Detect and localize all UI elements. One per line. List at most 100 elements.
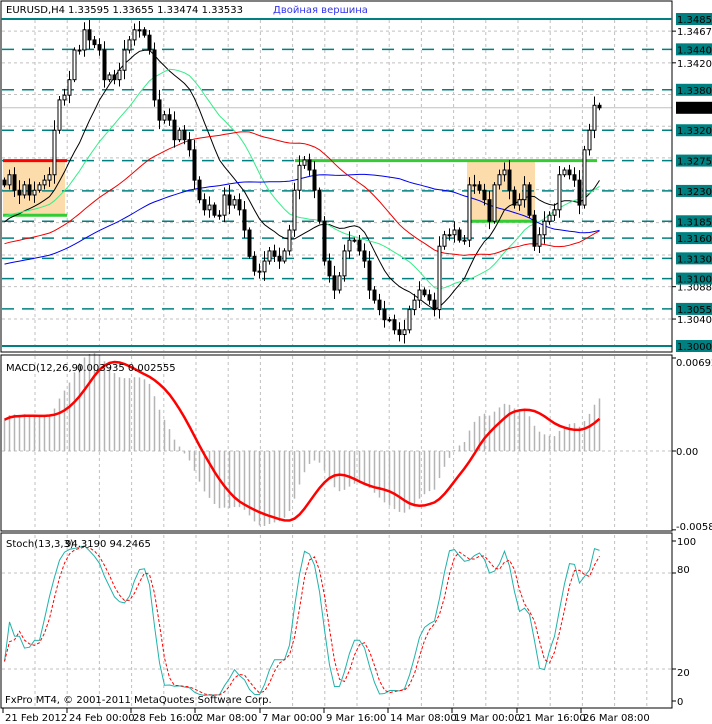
level-price-label: 1.31000 [677,275,712,286]
candle-body [437,245,442,311]
candle-body [532,214,537,247]
candle-body [382,309,387,321]
candle-body [377,299,382,311]
candle-body [417,289,422,301]
time-tick-label: 19 Mar 00:00 [454,713,521,724]
candle-body [102,49,107,81]
candle-body [217,214,222,217]
candle-body [87,29,92,41]
candle-body [97,44,102,51]
level-price-box [676,340,712,352]
axes: 1.34670 1.34200 1.30880 1.30400 1.34850 1.344… [2,13,712,724]
candle-body [242,209,247,231]
level-price-label: 1.33200 [677,126,712,137]
candle-body [597,104,602,109]
candle-body [567,169,572,176]
candle-body [587,129,592,151]
candle-body [457,229,462,241]
stoch-title: Stoch(13,3,3) [6,539,74,550]
time-tick-label: 28 Feb 16:00 [133,713,199,724]
candle-body [42,179,47,186]
level-price-box [676,232,712,245]
candle-body [542,220,547,236]
candle-body [397,329,402,336]
price-tick-label: 1.30880 [677,283,712,294]
candle-body [162,114,167,121]
candle-body [247,229,252,257]
time-tick-label: 14 Mar 08:00 [390,713,457,724]
level-price-box [676,83,712,96]
candlesticks [2,19,602,344]
candle-body [172,119,177,141]
time-tick-label: 9 Mar 16:00 [326,713,386,724]
level-price-box [676,215,712,228]
macd-panel [3,353,601,526]
panel-frame [0,0,673,353]
copyright-label: FxPro MT4, © 2001-2011 MetaQuotes Softwa… [5,695,272,706]
candle-body [507,169,512,191]
time-tick-label: 21 Mar 16:00 [519,713,586,724]
moving-averages [4,49,600,311]
candle-body [277,255,282,262]
candle-body [177,129,182,141]
candle-body [332,275,337,291]
candle-body [27,184,32,196]
candle-body [117,69,122,81]
candle-body [347,239,352,252]
grid-lines [2,20,672,707]
candle-body [447,234,452,237]
level-price-label: 1.34400 [677,45,712,56]
candle-body [557,174,562,211]
moving-average-line [4,131,600,256]
candle-body [212,204,217,216]
price-tick-label: 1.34670 [677,27,712,38]
candle-body [367,260,372,291]
candle-body [257,270,262,273]
candle-body [32,189,37,196]
candle-body [502,169,507,176]
candle-body [547,214,552,222]
time-tick-label: 26 Mar 08:00 [583,713,650,724]
level-price-label: 1.31300 [677,254,712,265]
candle-body [262,260,267,273]
candle-body [317,189,322,222]
candle-body [512,189,517,206]
level-price-box [676,302,712,315]
candle-body [337,275,342,291]
current-price-label: 1.33533 [677,104,712,115]
pattern-label: Двойная вершина [273,5,368,16]
panel-frames [0,0,673,709]
level-price-box [676,272,712,285]
price-tick-label: 1.34200 [677,59,712,70]
candle-body [492,184,497,222]
price-tick-label: 1.30400 [677,315,712,326]
moving-average-line [4,173,600,265]
candle-body [562,169,567,176]
candle-body [92,39,97,46]
candle-body [222,194,227,216]
candle-body [167,114,172,121]
candle-body [582,149,587,206]
candle-body [142,29,147,36]
candle-body [322,220,327,262]
candle-body [327,260,332,277]
candle-body [62,94,67,101]
candle-body [272,250,277,257]
level-price-label: 1.33800 [677,86,712,97]
macd-values: 0.003935 0.002555 [77,363,176,374]
candle-body [402,329,407,336]
candle-body [227,194,232,206]
candle-body [362,250,367,262]
candle-body [37,184,42,191]
candle-body [482,189,487,201]
candle-body [497,174,502,186]
level-price-label: 1.32750 [677,157,712,168]
candle-body [522,184,527,201]
candle-body [412,299,417,311]
candle-body [432,299,437,311]
stoch-tick-label: 20 [677,668,690,679]
level-price-label: 1.30550 [677,305,712,316]
level-price-box [676,124,712,137]
level-price-box [676,154,712,167]
